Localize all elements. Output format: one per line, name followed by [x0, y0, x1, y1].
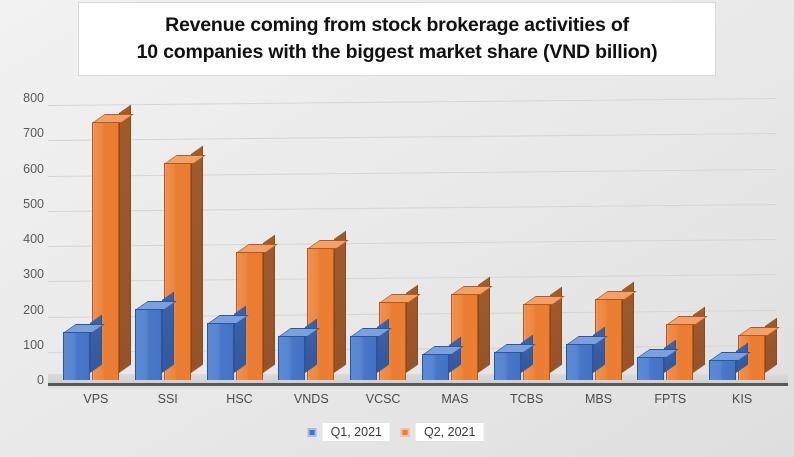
x-axis-label-tcbs: TCBS	[510, 392, 544, 406]
gridline	[47, 274, 776, 283]
bar-vcsc-q1[interactable]	[350, 318, 392, 380]
bar-side-face	[118, 104, 131, 374]
floor-top	[48, 374, 788, 383]
bar-front-face	[493, 352, 521, 380]
floor-shadow	[48, 386, 788, 389]
x-axis-labels: VPS SSI HSC VNDS VCSC MAS TCBS MBS FPTS KIS	[0, 392, 794, 414]
bar-vps-q1[interactable]	[62, 314, 105, 380]
y-axis-tick-label: 600	[23, 161, 44, 176]
bar-vnds-q1[interactable]	[278, 318, 321, 380]
bar-fpts-q1[interactable]	[637, 339, 680, 380]
y-axis-tick-label: 700	[23, 126, 44, 141]
bar-kis-q1[interactable]	[709, 342, 751, 380]
gridline	[47, 133, 776, 142]
bar-front-face	[637, 357, 665, 380]
bar-front-face	[134, 309, 162, 380]
x-axis-label-ssi: SSI	[157, 392, 178, 406]
bar-front-face	[278, 336, 306, 380]
bar-side-face	[190, 145, 203, 373]
bar-hsc-q1[interactable]	[206, 305, 249, 380]
x-axis-label-vcsc: VCSC	[365, 392, 401, 406]
bar-mas-q1[interactable]	[421, 336, 464, 380]
chart-title-line-2: 10 companies with the biggest market sha…	[136, 41, 658, 63]
bar-side-face	[592, 326, 605, 373]
bar-front-face	[565, 344, 593, 380]
y-axis-tick-label: 0	[37, 373, 44, 387]
bar-front-face	[206, 322, 234, 380]
bar-front-face	[709, 360, 737, 380]
legend-swatch-icon	[401, 427, 410, 437]
y-axis-tick-label: 800	[23, 91, 44, 105]
legend-item-q1[interactable]: Q1, 2021	[304, 420, 397, 444]
legend-label: Q1, 2021	[322, 423, 390, 441]
y-axis-tick-label: 100	[23, 337, 44, 352]
bar-front-face	[350, 336, 378, 380]
x-axis-label-mas: MAS	[441, 392, 469, 406]
gridline	[47, 239, 776, 247]
y-axis-tick-label: 500	[23, 196, 44, 211]
x-axis-label-hsc: HSC	[226, 392, 253, 406]
legend-label: Q2, 2021	[416, 423, 484, 441]
x-axis-label-kis: KIS	[732, 392, 753, 406]
gridline	[47, 203, 776, 212]
bar-tcbs-q1[interactable]	[493, 334, 536, 380]
bar-side-face	[377, 318, 390, 373]
plot-area: 800 700 600 500 400 300 200 100 0	[0, 80, 794, 400]
legend-item-q2[interactable]: Q2, 2021	[397, 420, 490, 444]
bar-mbs-q1[interactable]	[565, 326, 608, 380]
bar-front-face	[421, 353, 449, 380]
chart-legend: Q1, 2021 Q2, 2021	[304, 420, 491, 444]
chart-floor	[48, 374, 788, 389]
chart-title-line-1: Revenue coming from stock brokerage acti…	[165, 14, 629, 36]
chart-title: Revenue coming from stock brokerage acti…	[78, 2, 716, 76]
y-axis-tick-label: 300	[23, 267, 44, 282]
bar-front-face	[62, 332, 90, 380]
gridline	[47, 168, 776, 177]
y-axis-tick-label: 400	[23, 232, 44, 246]
x-axis-label-fpts: FPTS	[654, 392, 687, 406]
bar-ssi-q1[interactable]	[134, 291, 177, 380]
bar-side-face	[305, 318, 318, 373]
x-axis-label-vnds: VNDS	[293, 392, 329, 406]
legend-swatch-icon	[307, 427, 317, 437]
x-axis-label-mbs: MBS	[584, 392, 613, 406]
gridline	[47, 98, 776, 106]
floor-edge	[48, 383, 788, 386]
bar-side-face	[262, 234, 275, 373]
x-axis-label-vps: VPS	[83, 392, 109, 406]
y-axis-tick-label: 200	[23, 302, 44, 317]
bar-side-face	[334, 230, 347, 373]
